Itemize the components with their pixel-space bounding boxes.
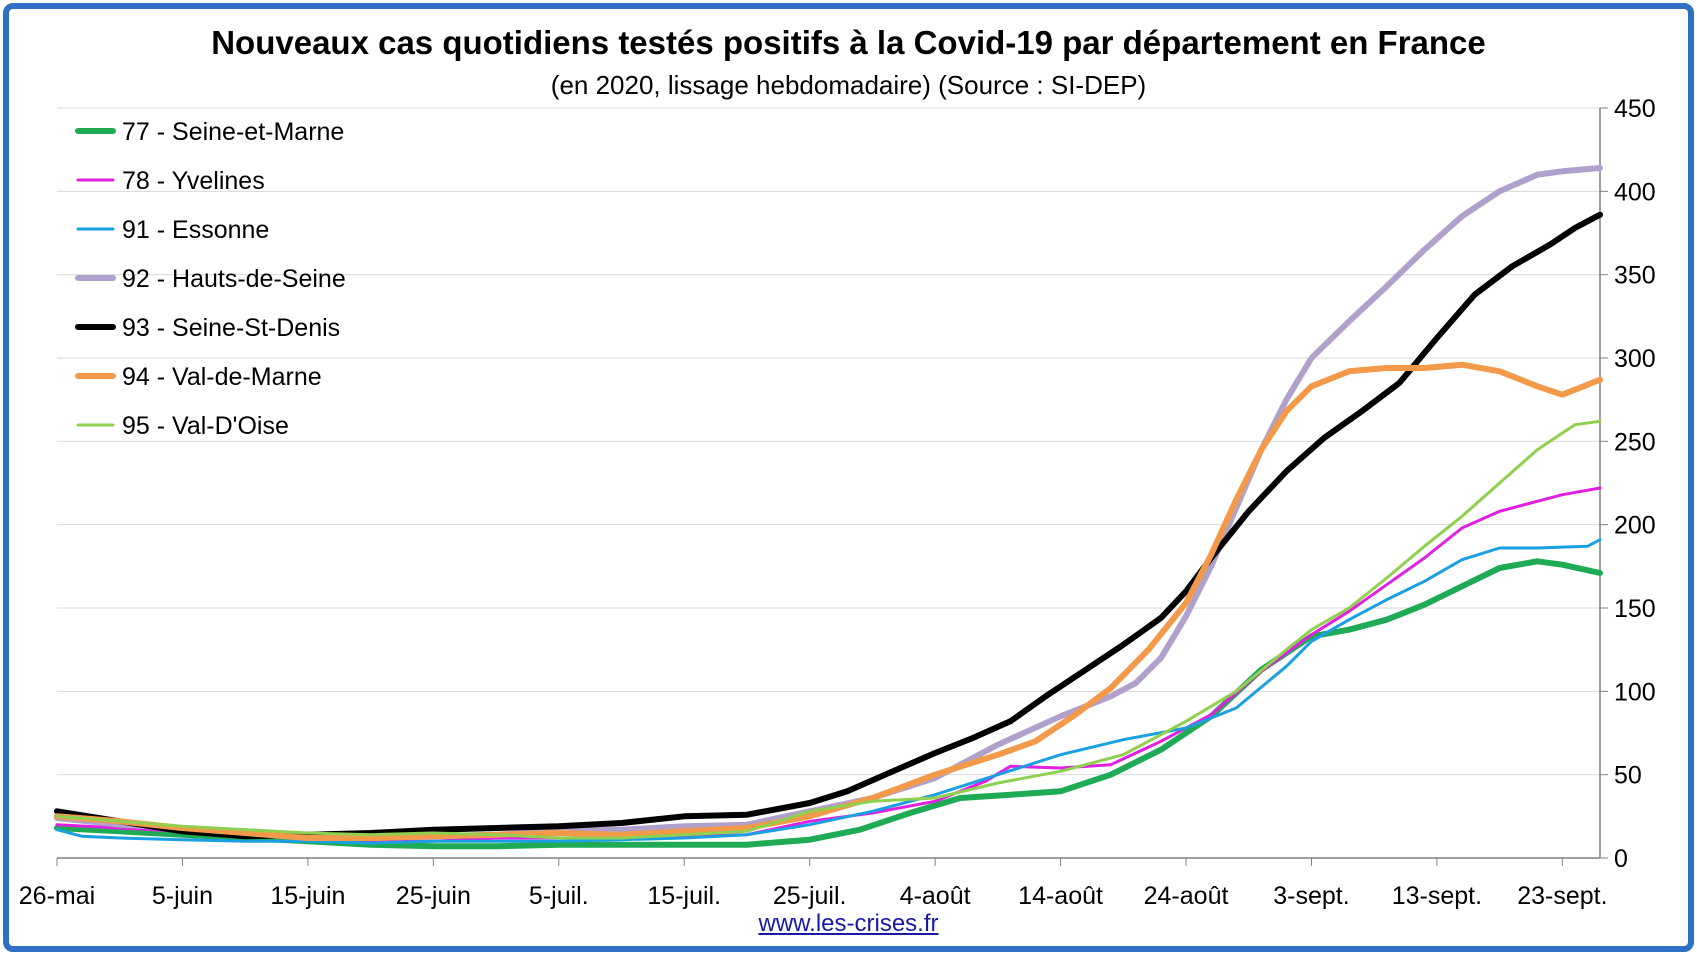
legend-label: 93 - Seine-St-Denis bbox=[122, 314, 340, 342]
x-tick-label: 24-août bbox=[1144, 882, 1229, 910]
legend-label: 78 - Yvelines bbox=[122, 167, 265, 195]
series-line-7 bbox=[55, 419, 1602, 840]
y-tick-label: 350 bbox=[1614, 262, 1656, 290]
series-line-6 bbox=[54, 361, 1603, 841]
legend: 77 - Seine-et-Marne 78 - Yvelines 91 - Ess… bbox=[75, 118, 346, 440]
legend-label: 91 - Essonne bbox=[122, 216, 269, 244]
x-tick-label: 3-sept. bbox=[1273, 882, 1349, 910]
x-tick-label: 14-août bbox=[1018, 882, 1103, 910]
y-tick-label: 100 bbox=[1614, 678, 1656, 706]
y-tick-label: 50 bbox=[1614, 762, 1642, 790]
series-line-5 bbox=[54, 211, 1603, 840]
legend-label: 94 - Val-de-Marne bbox=[122, 363, 322, 391]
source-link[interactable]: www.les-crises.fr bbox=[758, 910, 939, 937]
y-tick-label: 150 bbox=[1614, 595, 1656, 623]
legend-label: 92 - Hauts-de-Seine bbox=[122, 265, 346, 293]
y-tick-label: 200 bbox=[1614, 512, 1656, 540]
legend-label: 77 - Seine-et-Marne bbox=[122, 118, 344, 146]
chart-title: Nouveaux cas quotidiens testés positifs … bbox=[211, 24, 1486, 61]
chart-subtitle: (en 2020, lissage hebdomadaire) (Source … bbox=[550, 70, 1147, 100]
y-tick-label: 0 bbox=[1614, 845, 1628, 873]
x-tick-label: 5-juil. bbox=[529, 882, 589, 910]
series-lines bbox=[54, 165, 1603, 850]
x-tick-label: 13-sept. bbox=[1392, 882, 1482, 910]
x-tick-label: 4-août bbox=[900, 882, 971, 910]
y-tick-label: 300 bbox=[1614, 345, 1656, 373]
grid-lines bbox=[57, 107, 1600, 776]
y-tick-label: 250 bbox=[1614, 428, 1656, 456]
x-tick-label: 15-juin bbox=[270, 882, 345, 910]
series-line-2 bbox=[55, 486, 1602, 843]
series-line-1 bbox=[54, 558, 1603, 850]
y-tick-label: 450 bbox=[1614, 95, 1656, 123]
series-line-3 bbox=[55, 538, 1602, 845]
legend-label: 95 - Val-D'Oise bbox=[122, 412, 289, 440]
x-tick-label: 26-mai bbox=[19, 882, 95, 910]
y-tick-label: 400 bbox=[1614, 178, 1656, 206]
x-tick-label: 15-juil. bbox=[647, 882, 721, 910]
axes: 0 50 100 150 200 250 300 350 400 450 26-mai 5-juin 1… bbox=[19, 95, 1656, 910]
x-tick-label: 25-juil. bbox=[773, 882, 847, 910]
x-tick-label: 5-juin bbox=[152, 882, 213, 910]
x-tick-label: 25-juin bbox=[396, 882, 471, 910]
x-tick-label: 23-sept. bbox=[1517, 882, 1607, 910]
